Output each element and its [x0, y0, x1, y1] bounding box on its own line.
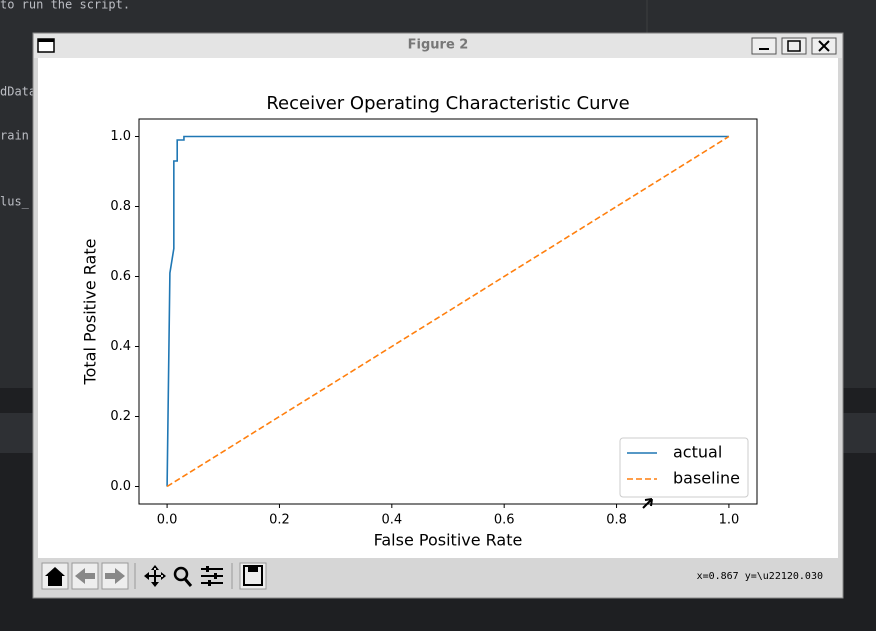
maximize-glyph: [787, 40, 801, 52]
configure-button[interactable]: [201, 566, 223, 586]
y-axis-label: Total Positive Rate: [81, 239, 100, 386]
x-axis-label: False Positive Rate: [374, 531, 523, 550]
minimize-glyph: [759, 48, 769, 50]
axes-frame: [138, 118, 758, 505]
button-frame[interactable]: [751, 37, 777, 55]
y-tick-label: 0.2: [110, 409, 131, 424]
y-tick-label: 0.0: [110, 479, 131, 494]
maximize-button[interactable]: [781, 37, 807, 55]
zoom-button[interactable]: [173, 566, 193, 587]
pan-icon[interactable]: [144, 565, 166, 587]
code-line: to run the script.: [0, 0, 130, 12]
code-line: rain: [0, 129, 29, 143]
back-button[interactable]: [71, 562, 99, 590]
legend-label: baseline: [673, 469, 740, 488]
slider-knob: [214, 573, 217, 579]
y-tick-label: 1.0: [110, 129, 131, 144]
series-line: [166, 135, 730, 488]
series-line: [166, 135, 729, 487]
zoom-icon[interactable]: [173, 566, 189, 582]
mouse-cursor: [642, 498, 653, 509]
close-button[interactable]: [811, 37, 837, 55]
chart-title: Receiver Operating Characteristic Curve: [266, 93, 629, 114]
x-tick-label: 0.6: [494, 513, 515, 528]
save-icon-top: [248, 566, 258, 572]
toolbar: [38, 558, 838, 594]
x-tick-label: 0.8: [606, 513, 627, 528]
legend-label: actual: [673, 443, 722, 462]
code-line: dData: [0, 85, 36, 99]
code-line: lus_: [0, 195, 30, 209]
plot: Receiver Operating Characteristic Curve F…: [81, 93, 758, 550]
y-tick-label: 0.6: [110, 269, 131, 284]
x-tick-label: 0.4: [381, 513, 402, 528]
save-button[interactable]: [239, 562, 267, 590]
slider-knob: [208, 580, 211, 586]
home-button[interactable]: [41, 562, 69, 590]
window-icon-bar: [38, 39, 54, 42]
close-glyph: [818, 40, 830, 52]
y-tick-label: 0.8: [110, 199, 131, 214]
zoom-handle: [183, 578, 193, 587]
status-text: x=0.867 y=\u22120.030: [697, 571, 823, 582]
x-tick-label: 0.0: [157, 513, 178, 528]
back-icon: [75, 568, 95, 584]
configure-icon[interactable]: [201, 568, 223, 584]
title-bar: [34, 34, 842, 58]
window-title: Figure 2: [408, 38, 469, 53]
pan-button[interactable]: [144, 565, 166, 587]
x-tick-label: 1.0: [719, 513, 740, 528]
forward-button[interactable]: [101, 562, 129, 590]
forward-icon: [105, 568, 125, 584]
minimize-button[interactable]: [751, 37, 777, 55]
slider-knob: [206, 566, 209, 572]
x-tick-label: 0.2: [269, 513, 290, 528]
home-icon: [45, 567, 65, 586]
y-tick-label: 0.4: [110, 339, 131, 354]
